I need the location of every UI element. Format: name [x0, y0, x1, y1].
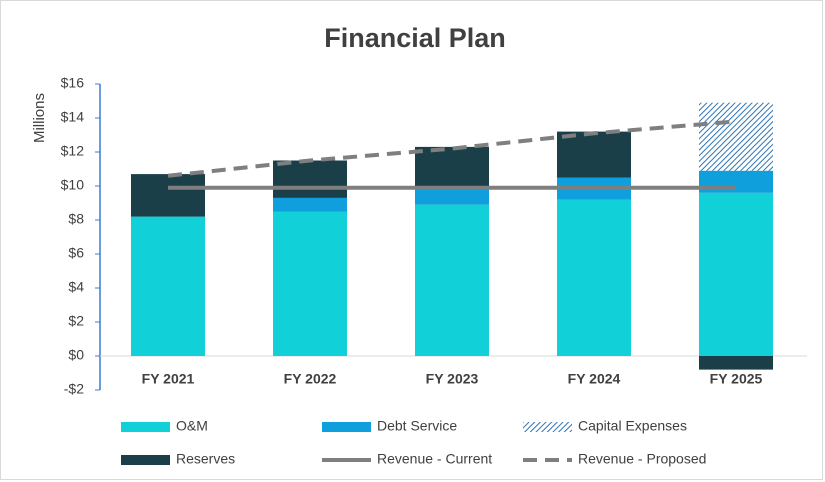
legend-label: Revenue - Proposed	[578, 451, 706, 467]
legend-swatch	[121, 455, 170, 465]
bar-segment	[131, 174, 205, 217]
y-tick-label: $8	[68, 211, 84, 227]
bar-segment	[273, 160, 347, 198]
y-axis-title: Millions	[31, 93, 48, 143]
chart-title: Financial Plan	[324, 23, 506, 53]
bar-segment	[557, 199, 631, 356]
bar-segment	[415, 204, 489, 356]
y-tick-label: $4	[68, 279, 84, 295]
y-tick-label: $12	[61, 143, 85, 159]
x-tick-label: FY 2023	[426, 371, 479, 387]
legend-label: O&M	[176, 418, 208, 434]
y-tick-label: $14	[61, 109, 85, 125]
line-series	[167, 119, 737, 178]
y-tick-label: $6	[68, 245, 84, 261]
bar-segment	[273, 197, 347, 212]
legend-swatch	[121, 422, 170, 432]
bar-segment	[131, 216, 205, 356]
y-tick-label: $0	[68, 347, 84, 363]
y-tick-label: -$2	[64, 381, 84, 397]
legend-swatch	[322, 422, 371, 432]
x-tick-label: FY 2021	[142, 371, 195, 387]
bar-segment	[699, 192, 773, 356]
legend-label: Reserves	[176, 451, 235, 467]
x-tick-label: FY 2022	[284, 371, 337, 387]
legend-swatch	[523, 422, 572, 432]
legend-label: Capital Expenses	[578, 418, 687, 434]
y-tick-label: $10	[61, 177, 85, 193]
bar-segment	[415, 186, 489, 205]
bar-segment	[557, 131, 631, 178]
y-tick-label: $2	[68, 313, 84, 329]
bar-segment	[699, 102, 773, 171]
bar-segment	[273, 211, 347, 356]
bar-segment	[699, 356, 773, 370]
bar-segment	[415, 146, 489, 186]
legend-label: Debt Service	[377, 418, 457, 434]
x-tick-label: FY 2024	[568, 371, 621, 387]
legend-label: Revenue - Current	[377, 451, 492, 467]
x-tick-label: FY 2025	[710, 371, 763, 387]
y-tick-label: $16	[61, 75, 85, 91]
